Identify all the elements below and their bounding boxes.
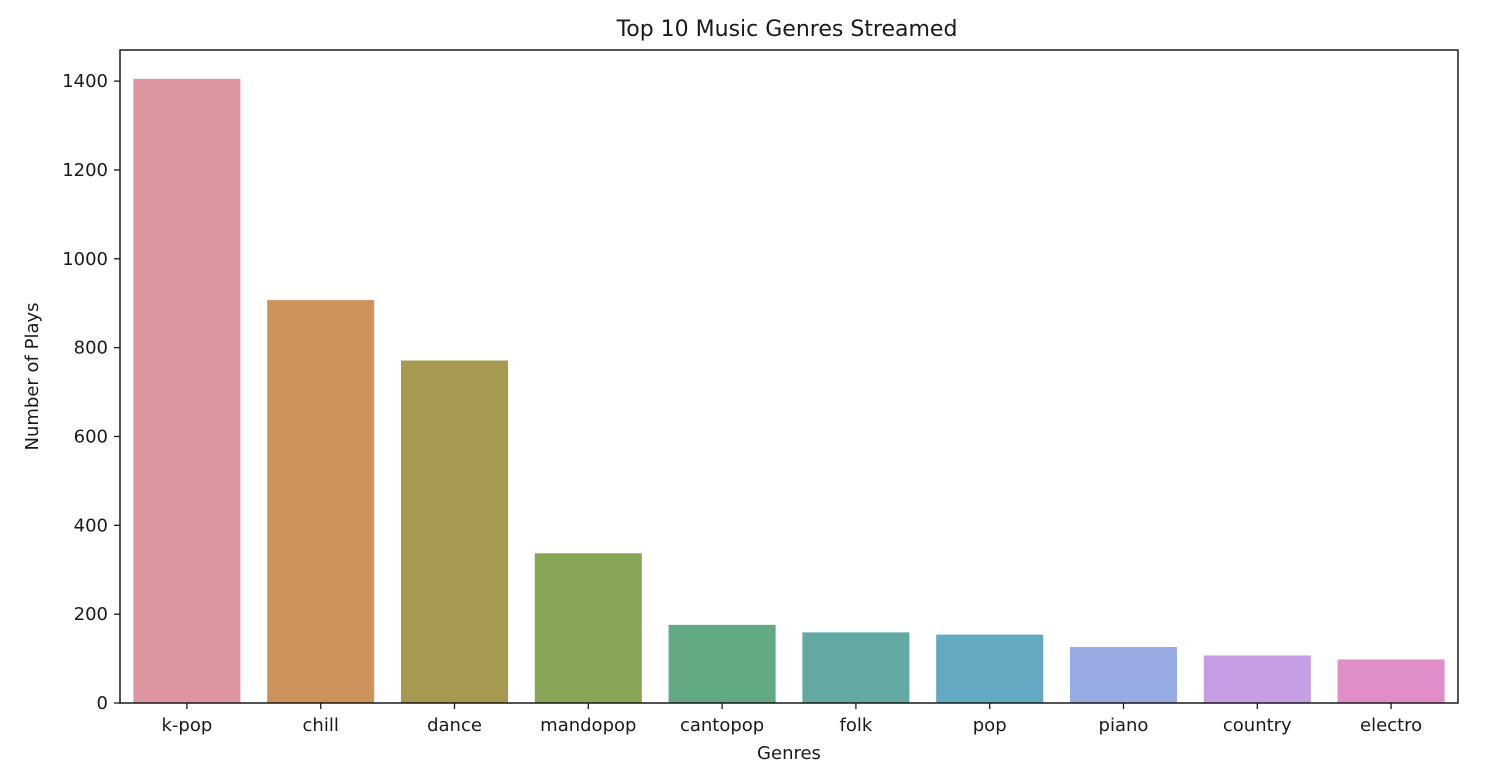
x-axis-label: Genres (757, 743, 821, 764)
bar-country (1203, 655, 1311, 703)
bar-electro (1337, 659, 1445, 703)
y-axis: 0 200 400 600 800 1000 1200 1400 (62, 71, 120, 714)
plot-frame (119, 49, 1459, 704)
bar-k-pop (133, 78, 241, 704)
x-tick-label: dance (427, 715, 482, 736)
bar-folk (802, 632, 910, 703)
x-tick-label: k-pop (162, 715, 213, 736)
bars-group (133, 78, 1445, 704)
x-tick-label: folk (840, 715, 873, 736)
y-tick-label: 200 (74, 604, 108, 625)
y-axis-label: Number of Plays (22, 302, 43, 450)
chart-title: Top 10 Music Genres Streamed (616, 17, 958, 42)
bar-pop (936, 634, 1044, 703)
x-axis: k-pop chill dance mandopop cantopop folk pop pi… (162, 703, 1422, 736)
bar-chill (267, 300, 375, 703)
y-tick-label: 0 (97, 693, 108, 714)
x-tick-label: mandopop (540, 715, 636, 736)
y-tick-label: 400 (74, 515, 108, 536)
y-tick-label: 1200 (62, 160, 108, 181)
x-tick-label: cantopop (680, 715, 764, 736)
y-tick-label: 600 (74, 426, 108, 447)
y-tick-label: 1400 (62, 71, 108, 92)
x-tick-label: electro (1360, 715, 1422, 736)
x-tick-label: chill (303, 715, 339, 736)
x-tick-label: country (1223, 715, 1292, 736)
x-tick-label: pop (973, 715, 1007, 736)
y-tick-label: 800 (74, 338, 108, 359)
x-tick-label: piano (1099, 715, 1149, 736)
y-tick-label: 1000 (62, 249, 108, 270)
bar-cantopop (668, 624, 776, 703)
bar-dance (400, 360, 509, 703)
bar-mandopop (534, 553, 642, 703)
bar-piano (1069, 647, 1178, 703)
